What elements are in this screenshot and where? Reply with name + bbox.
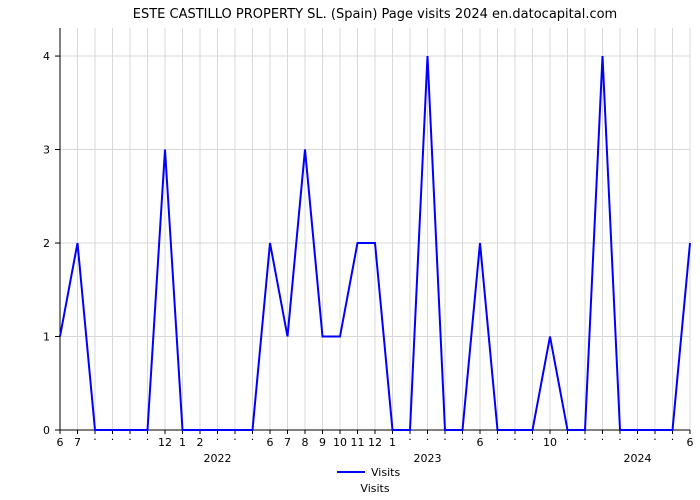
x-tick-label: 11	[351, 436, 365, 449]
y-tick-label: 3	[43, 144, 50, 157]
chart-title: ESTE CASTILLO PROPERTY SL. (Spain) Page …	[133, 7, 617, 22]
x-tick-label: 6	[267, 436, 274, 449]
x-tick-label: 6	[687, 436, 694, 449]
x-year-label: 2023	[414, 452, 442, 465]
x-tick-label: 6	[57, 436, 64, 449]
x-tick-label: 6	[477, 436, 484, 449]
x-tick-label: .	[426, 430, 430, 443]
x-tick-label: .	[443, 430, 447, 443]
x-tick-label: 2	[197, 436, 204, 449]
legend-label: Visits	[371, 466, 400, 479]
x-tick-label: .	[671, 430, 675, 443]
x-tick-label: .	[531, 430, 535, 443]
y-tick-label: 2	[43, 237, 50, 250]
x-tick-label: .	[111, 430, 115, 443]
x-tick-label: .	[461, 430, 465, 443]
visits-chart: 0123467....1212...67891011121....6...10.…	[0, 0, 700, 500]
x-tick-label: .	[496, 430, 500, 443]
chart-svg: 0123467....1212...67891011121....6...10.…	[0, 0, 700, 500]
x-tick-label: 12	[158, 436, 172, 449]
x-year-label: 2022	[204, 452, 232, 465]
x-tick-label: .	[513, 430, 517, 443]
x-axis-label: Visits	[360, 482, 389, 495]
x-tick-label: .	[601, 430, 605, 443]
x-tick-label: .	[653, 430, 657, 443]
x-tick-label: 1	[179, 436, 186, 449]
x-tick-label: 7	[284, 436, 291, 449]
x-tick-label: .	[583, 430, 587, 443]
x-tick-label: 9	[319, 436, 326, 449]
x-tick-label: .	[128, 430, 132, 443]
y-tick-label: 4	[43, 50, 50, 63]
x-tick-label: 7	[74, 436, 81, 449]
x-year-label: 2024	[624, 452, 652, 465]
x-tick-label: .	[93, 430, 97, 443]
x-tick-label: 10	[543, 436, 557, 449]
y-tick-label: 0	[43, 424, 50, 437]
x-tick-label: 10	[333, 436, 347, 449]
x-tick-label: .	[233, 430, 237, 443]
x-tick-label: .	[251, 430, 255, 443]
x-tick-label: .	[618, 430, 622, 443]
x-tick-label: 1	[389, 436, 396, 449]
x-tick-label: .	[146, 430, 150, 443]
x-tick-label: .	[408, 430, 412, 443]
x-tick-label: .	[216, 430, 220, 443]
x-tick-label: 8	[302, 436, 309, 449]
x-tick-label: .	[566, 430, 570, 443]
y-tick-label: 1	[43, 331, 50, 344]
x-tick-label: .	[636, 430, 640, 443]
x-tick-label: 12	[368, 436, 382, 449]
